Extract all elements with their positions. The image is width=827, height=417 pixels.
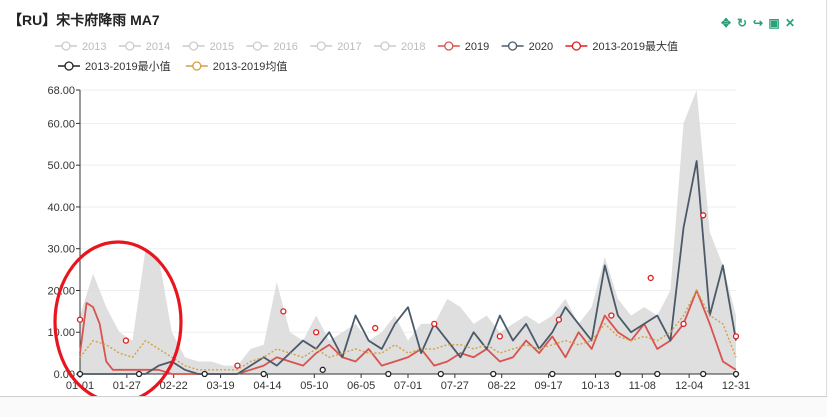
share-icon[interactable]: ↪ bbox=[752, 16, 764, 30]
x-tick-label: 03-19 bbox=[207, 380, 235, 392]
legend-marker bbox=[188, 41, 199, 51]
legend-label: 2013-2019最大值 bbox=[592, 39, 678, 53]
max-marker bbox=[555, 316, 563, 323]
chart-title: 【RU】宋卡府降雨 MA7 bbox=[8, 12, 160, 28]
min-marker bbox=[654, 370, 661, 378]
legend-label: 2013-2019均值 bbox=[213, 60, 288, 73]
min-marker bbox=[490, 370, 497, 378]
max-marker bbox=[680, 320, 687, 328]
legend-label: 2018 bbox=[401, 41, 425, 53]
min-marker bbox=[614, 370, 622, 378]
bottom-panel bbox=[0, 396, 827, 417]
legend-marker bbox=[64, 61, 74, 71]
max-marker bbox=[647, 274, 654, 282]
max-marker bbox=[372, 324, 379, 332]
legend-label: 2014 bbox=[146, 41, 170, 53]
legend-label: 2013-2019最小值 bbox=[85, 60, 171, 73]
min-marker bbox=[76, 370, 84, 378]
refresh-icon[interactable]: ↻ bbox=[736, 16, 748, 30]
max-marker bbox=[76, 316, 84, 323]
min-marker bbox=[319, 366, 326, 373]
x-tick-label: 12-31 bbox=[722, 380, 750, 392]
legend-label: 2017 bbox=[337, 41, 361, 53]
move-icon[interactable]: ✥ bbox=[720, 16, 732, 30]
legend-label: 2015 bbox=[210, 41, 234, 53]
min-marker bbox=[201, 370, 208, 378]
legend-marker bbox=[316, 41, 326, 51]
x-tick-label: 04-14 bbox=[253, 380, 281, 392]
series-line-2019 bbox=[79, 289, 737, 375]
y-tick-label: 50.00 bbox=[47, 160, 75, 172]
legend-label: 2019 bbox=[465, 41, 489, 53]
legend-label: 2020 bbox=[529, 41, 553, 53]
max-marker bbox=[608, 312, 615, 319]
min-marker bbox=[437, 370, 444, 378]
series-line-2020 bbox=[80, 160, 737, 375]
x-tick-label: 07-01 bbox=[394, 380, 422, 392]
legend-label: 2013 bbox=[82, 41, 106, 53]
y-tick-label: 60.00 bbox=[47, 118, 75, 130]
y-tick-label: 30.00 bbox=[47, 244, 75, 256]
min-marker bbox=[549, 370, 556, 378]
legend-marker bbox=[125, 41, 135, 51]
toolbox: ✥ ↻ ↪ ▣ ✕ bbox=[720, 16, 796, 30]
x-tick-label: 02-22 bbox=[160, 380, 188, 392]
x-tick-label: 05-10 bbox=[300, 380, 328, 392]
legend-marker bbox=[61, 41, 71, 51]
y-tick-label: 10.00 bbox=[47, 327, 75, 339]
x-tick-label: 09-17 bbox=[535, 380, 563, 392]
x-tick-label: 06-05 bbox=[347, 380, 375, 392]
x-tick-label: 10-13 bbox=[581, 380, 609, 392]
x-tick-label: 07-27 bbox=[441, 380, 469, 392]
legend-marker bbox=[380, 41, 390, 51]
min-marker bbox=[700, 370, 707, 378]
min-marker bbox=[385, 370, 392, 378]
max-marker bbox=[732, 333, 740, 340]
range-band bbox=[80, 90, 736, 374]
x-tick-label: 11-08 bbox=[629, 380, 656, 392]
y-tick-label: 40.00 bbox=[47, 202, 75, 214]
y-tick-label: 68.00 bbox=[47, 85, 75, 97]
x-tick-label: 12-04 bbox=[675, 380, 703, 392]
series-line-2013-2019均值 bbox=[79, 289, 737, 371]
legend-marker bbox=[571, 41, 582, 51]
legend-marker bbox=[192, 61, 202, 71]
save-image-icon[interactable]: ▣ bbox=[768, 16, 780, 30]
min-marker bbox=[260, 370, 267, 378]
legend-marker bbox=[252, 41, 263, 51]
legend-label: 2016 bbox=[273, 41, 297, 53]
legend-marker bbox=[444, 41, 454, 51]
max-marker bbox=[700, 212, 707, 219]
max-marker bbox=[280, 308, 287, 315]
max-marker bbox=[313, 329, 320, 336]
x-tick-label: 01-27 bbox=[113, 380, 141, 392]
max-marker bbox=[122, 337, 130, 344]
max-marker bbox=[431, 320, 438, 328]
min-marker bbox=[135, 370, 143, 378]
close-icon[interactable]: ✕ bbox=[784, 16, 796, 30]
x-tick-label: 08-22 bbox=[488, 380, 516, 392]
min-marker bbox=[732, 370, 740, 378]
max-marker bbox=[234, 362, 241, 369]
max-marker bbox=[496, 333, 503, 340]
legend-marker bbox=[507, 41, 518, 51]
